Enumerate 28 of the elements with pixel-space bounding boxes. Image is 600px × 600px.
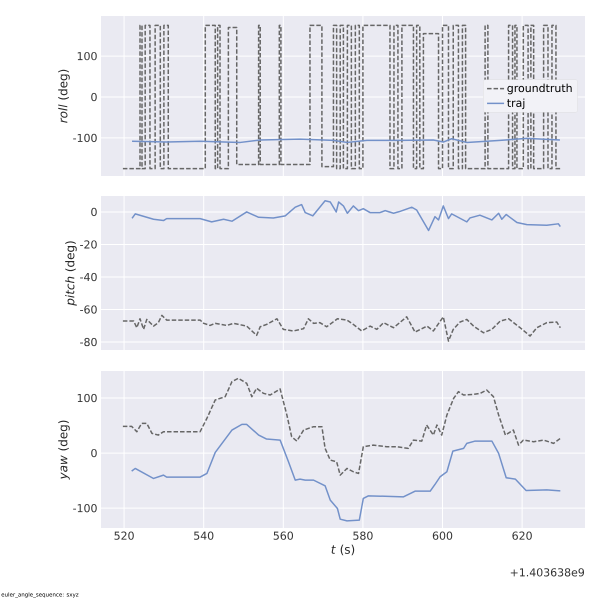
y-tick-label: -40 — [80, 272, 97, 282]
line-series — [122, 378, 562, 476]
line-series — [131, 200, 562, 232]
y-axis-title: roll (deg) — [58, 70, 70, 123]
x-tick-label: 620 — [512, 532, 532, 540]
y-tick-label: 0 — [91, 92, 97, 102]
y-tick-label: -60 — [80, 305, 97, 314]
x-tick-label: 580 — [353, 532, 373, 540]
x-tick-label: 560 — [274, 532, 294, 540]
y-axis-title: pitch (deg) — [65, 241, 77, 306]
x-tick-label: 600 — [432, 532, 452, 540]
y-axis-title: yaw (deg) — [58, 420, 70, 480]
line-series — [122, 314, 562, 342]
y-tick-label: -80 — [80, 338, 97, 346]
x-tick-label: 540 — [194, 532, 214, 540]
y-tick-label: -20 — [80, 240, 97, 249]
y-tick-label: -100 — [73, 134, 97, 142]
x-tick-label: 520 — [114, 532, 134, 540]
legend-label: groundtruth — [507, 84, 572, 94]
text: +1.403638e9 — [510, 568, 584, 576]
y-tick-label: 0 — [91, 208, 97, 216]
x-axis-title: t (s) — [332, 544, 354, 556]
y-tick-label: 100 — [78, 52, 97, 60]
legend-label: traj — [507, 98, 524, 110]
line-series — [130, 424, 562, 522]
y-tick-label: 0 — [91, 448, 97, 458]
y-tick-label: -100 — [73, 504, 97, 512]
y-tick-label: 100 — [78, 394, 97, 402]
